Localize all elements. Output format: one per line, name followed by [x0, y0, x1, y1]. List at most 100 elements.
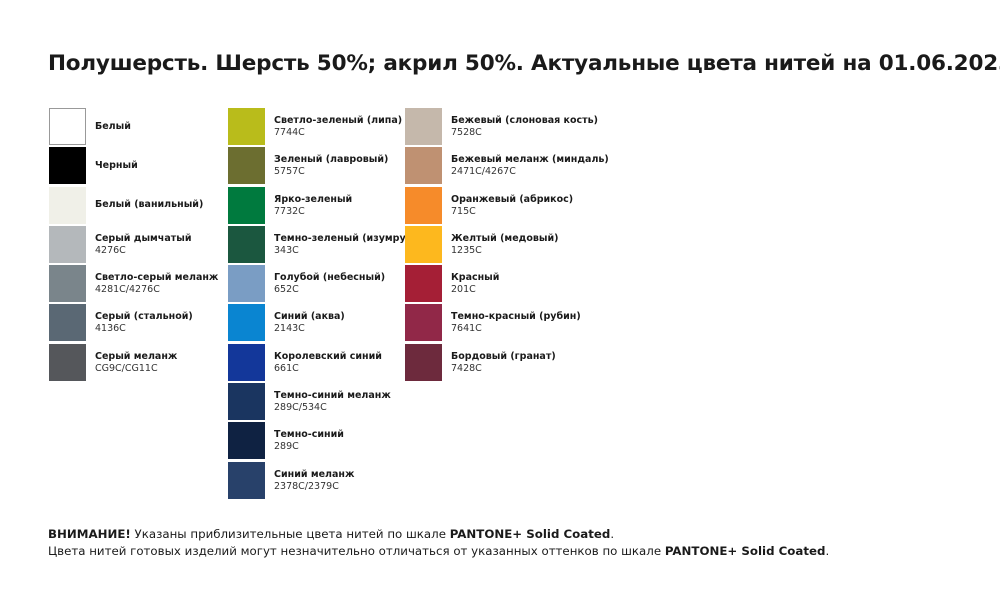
color-label: Темно-зеленый (изумруд) 343C — [274, 226, 418, 263]
pantone-code: 2471C/4267C — [451, 166, 516, 178]
color-label: Серый дымчатый 4276C — [95, 226, 191, 263]
footer-line-1: ВНИМАНИЕ! Указаны приблизительные цвета … — [48, 526, 829, 543]
color-swatch — [49, 343, 86, 381]
color-swatch — [405, 265, 442, 303]
color-label: Желтый (медовый) 1235C — [451, 226, 558, 263]
pantone-code: 4281C/4276C — [95, 284, 160, 296]
color-swatch — [228, 304, 265, 342]
pantone-code: 7428C — [451, 362, 482, 374]
color-swatch — [49, 265, 86, 303]
color-swatch — [405, 186, 442, 224]
color-label: Темно-синий меланж 289C/534C — [274, 383, 391, 420]
footer-text: . — [825, 543, 830, 558]
color-name: Светло-серый меланж — [95, 272, 219, 284]
pantone-code: 7641C — [451, 323, 482, 335]
color-name: Красный — [451, 272, 500, 284]
pantone-code: 652C — [274, 284, 299, 296]
color-swatch — [49, 186, 86, 224]
color-swatch — [228, 383, 265, 421]
color-swatch — [228, 147, 265, 185]
pantone-code: 5757C — [274, 166, 305, 178]
color-name: Темно-зеленый (изумруд) — [274, 232, 418, 244]
color-swatch — [405, 147, 442, 185]
color-name: Синий (аква) — [274, 311, 345, 323]
color-label: Белый — [95, 108, 131, 145]
color-name: Белый (ванильный) — [95, 199, 204, 211]
color-name: Королевский синий — [274, 350, 382, 362]
color-label: Черный — [95, 147, 138, 184]
color-label: Оранжевый (абрикос) 715C — [451, 187, 573, 224]
footer-text: Цвета нитей готовых изделий могут незнач… — [48, 543, 665, 558]
footer-note: ВНИМАНИЕ! Указаны приблизительные цвета … — [48, 526, 829, 559]
pantone-code: 4136C — [95, 323, 126, 335]
pantone-code: 289C — [274, 441, 299, 453]
pantone-code: 661C — [274, 362, 299, 374]
color-name: Темно-синий меланж — [274, 390, 391, 402]
color-swatch — [405, 225, 442, 263]
color-label: Бордовый (гранат) 7428C — [451, 344, 556, 381]
color-label: Белый (ванильный) — [95, 187, 203, 224]
color-name: Бежевый (слоновая кость) — [451, 115, 598, 126]
color-swatch — [228, 265, 265, 303]
color-name: Серый меланж — [95, 350, 178, 362]
color-name: Бежевый меланж (миндаль) — [451, 154, 609, 166]
color-label: Красный 201C — [451, 265, 499, 302]
pantone-code: 1235C — [451, 244, 482, 256]
pantone-code: 7744C — [274, 127, 305, 138]
color-name: Темно-красный (рубин) — [451, 311, 581, 323]
color-label: Темно-синий 289C — [274, 422, 344, 459]
pantone-code: 2378C/2379C — [274, 480, 339, 492]
color-label: Темно-красный (рубин) 7641C — [451, 304, 581, 341]
color-swatch — [228, 422, 265, 460]
color-name: Оранжевый (абрикос) — [451, 193, 574, 205]
color-label: Голубой (небесный) 652C — [274, 265, 385, 302]
color-swatch — [228, 186, 265, 224]
color-name: Синий меланж — [274, 468, 355, 480]
warning-label: ВНИМАНИЕ! — [48, 527, 131, 541]
color-name: Бордовый (гранат) — [451, 350, 556, 362]
footer-text: . — [610, 527, 615, 541]
pantone-code: 289C/534C — [274, 402, 327, 414]
color-swatch — [228, 343, 265, 381]
color-label: Синий меланж 2378C/2379C — [274, 462, 354, 499]
color-name: Темно-синий — [274, 429, 344, 441]
color-name: Ярко-зеленый — [274, 193, 353, 205]
color-swatch — [49, 304, 86, 342]
color-swatch — [49, 108, 86, 145]
footer-line-2: Цвета нитей готовых изделий могут незнач… — [48, 543, 829, 560]
color-name: Серый (стальной) — [95, 311, 193, 323]
color-label: Бежевый меланж (миндаль) 2471C/4267C — [451, 147, 609, 184]
color-swatch — [49, 225, 86, 263]
page-title: Полушерсть. Шерсть 50%; акрил 50%. Актуа… — [48, 51, 1000, 76]
pantone-code: 4276C — [95, 244, 126, 256]
color-swatch — [405, 108, 442, 145]
color-label: Бежевый (слоновая кость) 7528C — [451, 108, 598, 145]
color-label: Серый (стальной) 4136C — [95, 304, 193, 341]
color-label: Ярко-зеленый 7732C — [274, 187, 352, 224]
color-name: Желтый (медовый) — [451, 232, 559, 244]
color-name: Серый дымчатый — [95, 232, 192, 244]
color-swatch — [228, 108, 265, 145]
color-swatch — [228, 461, 265, 499]
color-swatch — [228, 225, 265, 263]
footer-text: Указаны приблизительные цвета нитей по ш… — [130, 527, 450, 541]
pantone-code: CG9C/CG11C — [95, 362, 158, 374]
color-label: Светло-серый меланж 4281C/4276C — [95, 265, 218, 302]
color-label: Синий (аква) 2143C — [274, 304, 345, 341]
color-label: Светло-зеленый (липа) 7744C — [274, 108, 402, 145]
pantone-code: 7528C — [451, 127, 482, 138]
color-label: Серый меланж CG9C/CG11C — [95, 344, 177, 381]
color-name: Зеленый (лавровый) — [274, 154, 389, 166]
color-swatch — [405, 304, 442, 342]
pantone-code: 7732C — [274, 205, 305, 217]
color-label: Королевский синий 661C — [274, 344, 382, 381]
color-swatch — [49, 147, 86, 185]
pantone-scale: PANTONE+ Solid Coated — [664, 543, 826, 558]
color-name: Черный — [95, 159, 138, 171]
pantone-code: 343C — [274, 244, 299, 256]
color-name: Светло-зеленый (липа) — [274, 115, 403, 126]
pantone-code: 201C — [451, 284, 476, 296]
color-label: Зеленый (лавровый) 5757C — [274, 147, 388, 184]
color-name: Голубой (небесный) — [274, 272, 386, 284]
pantone-code: 715C — [451, 205, 476, 217]
